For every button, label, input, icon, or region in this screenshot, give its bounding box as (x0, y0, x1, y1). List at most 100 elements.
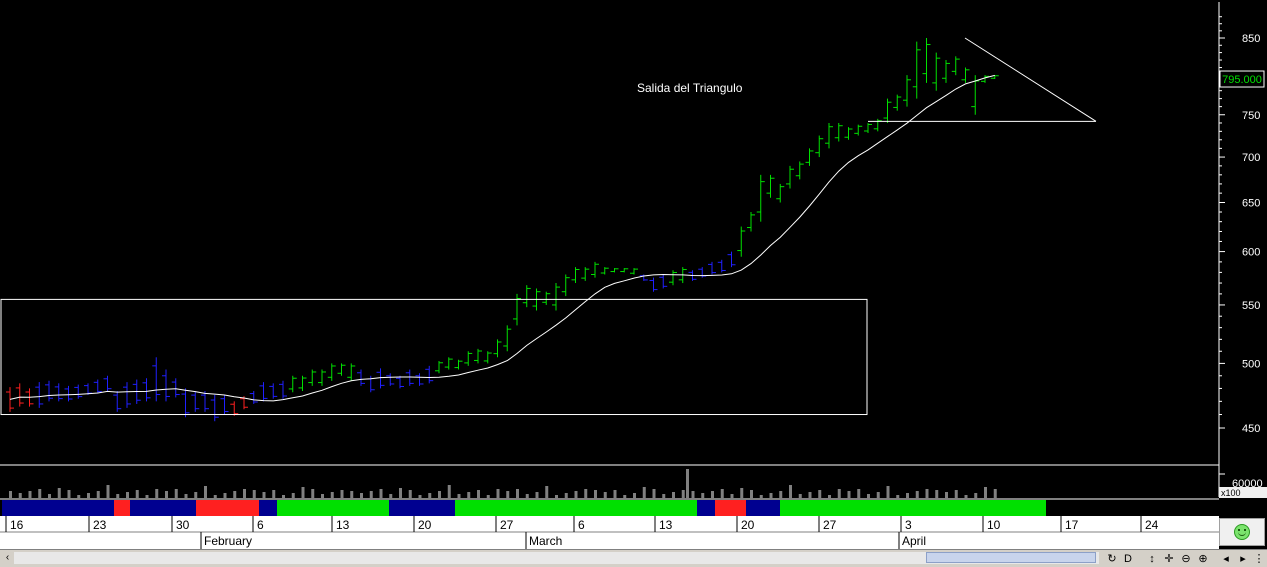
volume-bar (447, 485, 451, 498)
scroll-track[interactable] (14, 552, 1099, 564)
pan-left-icon[interactable]: ◂ (1223, 553, 1229, 565)
pan-right-icon[interactable]: ▸ (1240, 553, 1246, 565)
volume-bar (711, 491, 714, 498)
volume-bar (438, 491, 441, 498)
price-tick-label: 550 (1242, 300, 1260, 312)
price-pane: 850800750700650600550500450Salida del Tr… (0, 0, 1265, 497)
volume-bar (116, 494, 120, 498)
volume-bar (837, 489, 841, 498)
price-bar (961, 67, 970, 83)
volume-bar (77, 495, 81, 498)
horizontal-scrollbar[interactable]: ‹ ↻ D ↕ ✛ ⊖ ⊕ ◂ ▸ ⋮ (0, 549, 1267, 567)
price-bar (659, 274, 668, 289)
refresh-icon[interactable]: ↻ (1107, 553, 1117, 565)
price-bar (503, 325, 512, 352)
volume-bar (399, 488, 402, 498)
price-bar (45, 380, 53, 402)
scroll-thumb[interactable] (926, 552, 1096, 563)
volume-bar (701, 493, 705, 498)
zoom-out-icon[interactable]: ⊖ (1181, 553, 1191, 565)
day-label: 6 (257, 518, 264, 532)
day-label: 20 (418, 518, 432, 532)
price-bar (620, 268, 629, 273)
volume-bar (555, 495, 558, 498)
volume-bar (993, 489, 997, 498)
trend-segment (277, 500, 389, 516)
price-bar (142, 378, 151, 402)
volume-bar (798, 494, 802, 498)
price-bar (552, 283, 560, 311)
day-label: 30 (176, 518, 190, 532)
volume-spike (686, 469, 689, 498)
volume-bar (730, 494, 734, 498)
price-bar (854, 124, 863, 136)
volume-bar (379, 489, 383, 498)
zoom-in-icon[interactable]: ⊕ (1198, 553, 1208, 565)
volume-bar (350, 491, 354, 498)
volume-bar (57, 488, 61, 498)
volume-bar (681, 490, 685, 498)
volume-bar (282, 495, 285, 498)
price-bar (347, 363, 356, 381)
volume-multiplier-label: x100 (1221, 488, 1241, 498)
volume-bar (584, 489, 588, 498)
month-label: April (902, 534, 926, 548)
day-label: 24 (1145, 518, 1159, 532)
day-label: 10 (987, 518, 1001, 532)
price-bar (259, 382, 268, 402)
volume-bar (96, 491, 100, 498)
price-bar (786, 165, 794, 189)
price-bar (171, 378, 180, 398)
d-button-icon[interactable]: D (1124, 553, 1132, 565)
volume-bar (428, 493, 432, 498)
more-options-icon[interactable]: ⋮ (1253, 553, 1265, 565)
price-bar (249, 390, 258, 404)
day-label: 23 (93, 518, 107, 532)
price-bar (581, 267, 590, 281)
price-bar (230, 401, 239, 416)
price-bar (113, 390, 122, 412)
price-bar (981, 75, 989, 83)
move-icon[interactable]: ✛ (1164, 553, 1174, 565)
scroll-left-icon[interactable]: ‹ (5, 552, 10, 563)
price-bar (93, 379, 102, 394)
volume-bar (233, 491, 237, 498)
volume-bar (818, 490, 822, 498)
volume-bar (525, 494, 529, 498)
trend-band (2, 500, 1046, 516)
smiley-button[interactable] (1219, 518, 1265, 546)
volume-bar (662, 494, 666, 498)
price-bar (883, 98, 892, 123)
volume-bar (311, 489, 315, 498)
price-bar (152, 357, 161, 402)
chart-canvas: 850800750700650600550500450Salida del Tr… (0, 0, 1267, 549)
price-bar (464, 351, 473, 366)
volume-bar (496, 489, 500, 498)
volume-bar (867, 494, 870, 498)
volume-bar (750, 490, 753, 498)
volume-bar (262, 492, 266, 498)
price-bar (864, 122, 872, 134)
volume-bar (633, 493, 636, 498)
vertical-move-icon[interactable]: ↕ (1149, 553, 1155, 565)
volume-bar (896, 495, 900, 498)
price-bar (747, 212, 755, 232)
volume-bar (38, 489, 42, 498)
volume-bar (613, 490, 617, 498)
price-bar (649, 277, 658, 292)
trend-segment (114, 500, 130, 516)
volume-bar (935, 490, 939, 498)
price-bar (591, 261, 599, 278)
price-bar (542, 291, 551, 305)
volume-multiplier-bg (1219, 487, 1267, 498)
price-bar (357, 369, 365, 386)
day-label: 3 (905, 518, 912, 532)
volume-bar (545, 486, 549, 498)
volume-bar (603, 492, 607, 498)
moving-average-line (9, 74, 995, 402)
volume-bar (486, 495, 490, 498)
price-bar (493, 339, 502, 358)
price-bar (220, 394, 229, 415)
